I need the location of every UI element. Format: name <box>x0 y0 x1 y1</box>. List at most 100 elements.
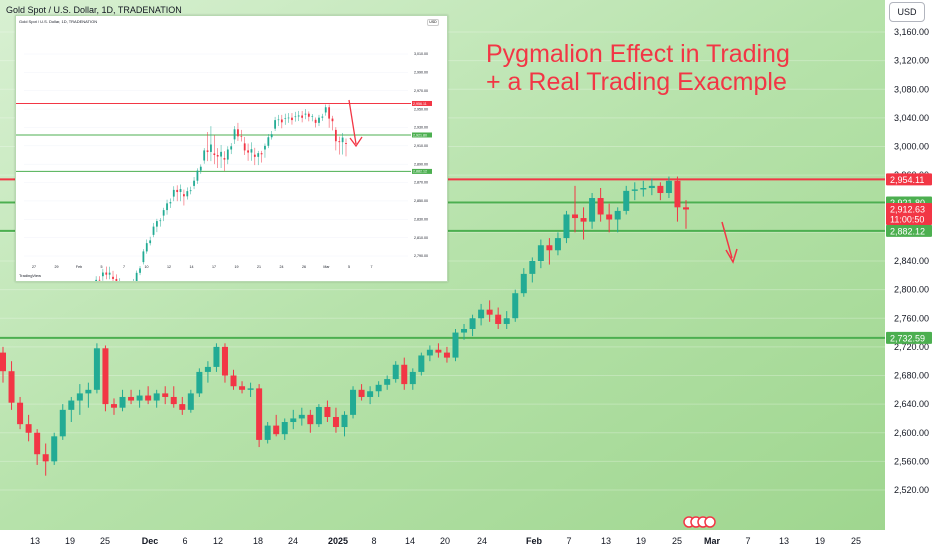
inset-candle-body <box>277 119 280 121</box>
time-tick-label: Dec <box>142 536 159 546</box>
event-icons[interactable] <box>683 516 716 528</box>
inset-candle-body <box>135 272 138 284</box>
candle-body <box>452 332 459 358</box>
candle-body <box>606 214 613 220</box>
candle-body <box>623 190 630 211</box>
inset-time-tick: 10 <box>145 265 149 269</box>
price-tick-label: 2,840.00 <box>894 256 929 266</box>
candle-body <box>529 261 536 274</box>
candle-body <box>546 245 553 251</box>
candle-body <box>230 375 237 387</box>
inset-candle-body <box>233 129 236 140</box>
inset-time-tick: 21 <box>257 265 261 269</box>
inset-candle-body <box>267 137 270 146</box>
candle-body <box>537 245 544 261</box>
candle-body <box>153 393 160 401</box>
candle-body <box>461 328 468 333</box>
inset-price-tick: 2,790.00 <box>414 254 428 258</box>
inset-candle-body <box>216 155 219 157</box>
time-tick-label: 14 <box>405 536 415 546</box>
last-price-tag <box>886 203 932 226</box>
candle-body <box>162 393 169 397</box>
price-tick-label: 2,640.00 <box>894 399 929 409</box>
inset-candle-body <box>304 113 307 115</box>
inset-candle-body <box>253 154 256 157</box>
candle-body <box>341 414 348 428</box>
inset-candle-body <box>237 129 239 137</box>
headline-line1: Pygmalion Effect in Trading <box>486 40 790 68</box>
time-tick-label: 25 <box>672 536 682 546</box>
candle-body <box>187 393 194 410</box>
candle-body <box>640 188 647 190</box>
inset-candle-body <box>294 116 297 118</box>
inset-time-tick: 14 <box>190 265 194 269</box>
inset-level-label: 2,921.80 <box>413 133 427 137</box>
inset-price-tick: 2,890.00 <box>414 162 428 166</box>
time-axis-background <box>0 530 932 550</box>
time-tick-label: 24 <box>288 536 298 546</box>
inset-candle-body <box>297 115 300 117</box>
currency-button[interactable]: USD <box>889 2 925 22</box>
time-tick-label: 18 <box>253 536 263 546</box>
price-axis-background <box>885 0 932 530</box>
inset-candle-body <box>199 166 202 171</box>
inset-time-tick: 7 <box>123 265 125 269</box>
candle-body <box>179 404 186 410</box>
inset-candle-body <box>243 143 246 151</box>
candle-body <box>478 309 485 319</box>
inset-candle-body <box>112 276 114 279</box>
candle-body <box>136 395 143 401</box>
inset-time-tick: 27 <box>32 265 36 269</box>
candle-body <box>631 189 638 191</box>
candle-body <box>648 185 655 189</box>
inset-candle-body <box>334 129 337 142</box>
price-tick-label: 2,760.00 <box>894 313 929 323</box>
candle-body <box>512 293 519 319</box>
time-tick-label: Mar <box>704 536 721 546</box>
candle-body <box>324 406 331 418</box>
candle-body <box>281 422 288 435</box>
last-price-label: 2,912.63 <box>890 205 925 215</box>
level-price-label: 2,921.80 <box>890 198 925 208</box>
candle-body <box>170 396 177 405</box>
inset-candle-body <box>108 272 111 275</box>
candle-body <box>580 218 587 222</box>
candle-body <box>93 348 100 390</box>
inset-candle-body <box>250 149 253 153</box>
inset-time-tick: Feb <box>76 265 82 269</box>
candle-body <box>145 395 152 401</box>
price-tick-label: 3,040.00 <box>894 113 929 123</box>
inset-chart-svg: 2,956.11 2,921.80 2,882.12 3,010.00 2,990.0… <box>16 16 447 302</box>
inset-price-tick: 2,830.00 <box>414 217 428 221</box>
candle-body <box>307 414 314 425</box>
candle-body <box>221 346 228 376</box>
candle-body <box>469 318 476 329</box>
inset-candle-body <box>145 243 148 252</box>
inset-candle-body <box>166 203 168 211</box>
inset-candle-body <box>98 279 101 281</box>
time-tick-label: 19 <box>815 536 825 546</box>
level-price-tag <box>886 224 932 237</box>
inset-price-tick: 2,850.00 <box>414 199 428 203</box>
inset-time-tick: 17 <box>212 265 216 269</box>
price-tick-label: 3,080.00 <box>894 84 929 94</box>
inset-time-tick: Mar <box>323 265 330 269</box>
inset-candle-body <box>172 189 175 197</box>
inset-candle-body <box>115 278 118 283</box>
inset-candle-body <box>189 190 192 192</box>
candle-body <box>25 424 32 433</box>
price-axis[interactable]: 2,520.00 2,560.00 2,600.00 2,640.00 2,680.00… <box>886 27 932 495</box>
time-tick-label: 24 <box>477 536 487 546</box>
inset-time-tick: 24 <box>280 265 284 269</box>
price-tick-label: 2,800.00 <box>894 285 929 295</box>
candle-body <box>384 379 391 385</box>
candle-body <box>409 371 416 385</box>
candle-body <box>503 318 510 324</box>
inset-candle-body <box>95 279 98 284</box>
time-axis[interactable]: 13 19 25 Dec 6 12 18 24 2025 8 14 20 24 Feb 7 13 19 25 Mar… <box>30 536 861 546</box>
candle-body <box>102 348 109 405</box>
candle-body <box>674 180 681 208</box>
inset-candle-body <box>311 116 314 117</box>
price-tick-label: 2,520.00 <box>894 485 929 495</box>
inset-candle-body <box>193 180 195 186</box>
